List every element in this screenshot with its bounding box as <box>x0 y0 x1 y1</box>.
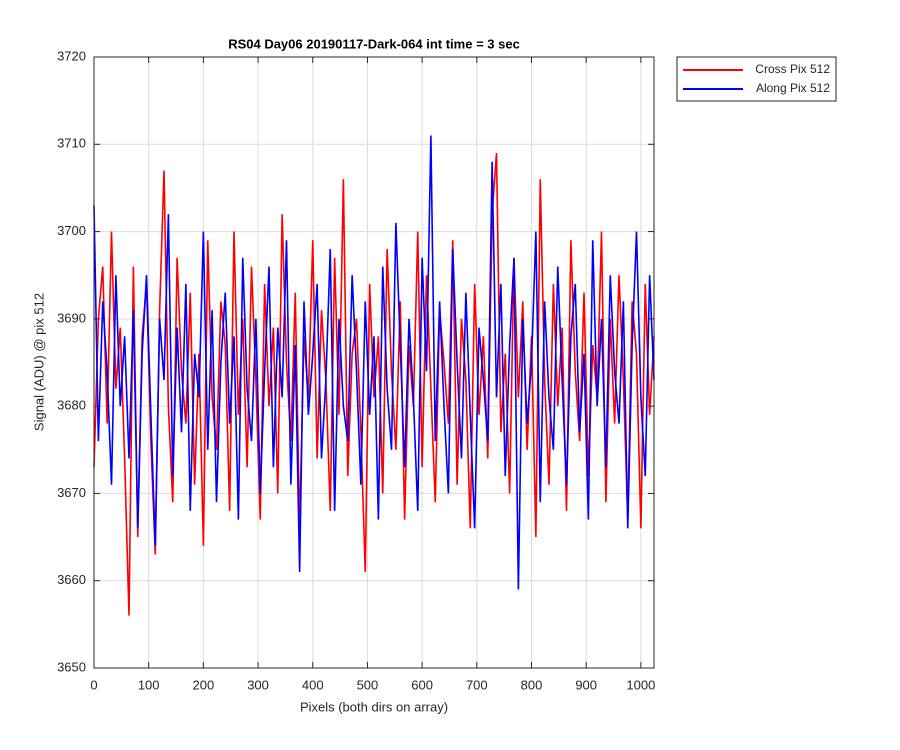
y-tick-label: 3680 <box>57 398 86 413</box>
y-tick-label: 3660 <box>57 572 86 587</box>
x-tick-label: 500 <box>357 677 379 692</box>
x-tick-label: 800 <box>521 677 543 692</box>
series-line <box>93 135 655 590</box>
x-tick-label: 400 <box>302 677 324 692</box>
legend-box <box>676 56 837 102</box>
y-tick-label: 3710 <box>57 136 86 151</box>
legend-label: Along Pix 512 <box>756 81 830 95</box>
x-axis-label: Pixels (both dirs on array) <box>300 699 448 714</box>
legend-label: Cross Pix 512 <box>755 62 830 76</box>
x-tick-label: 0 <box>90 677 97 692</box>
y-tick-label: 3720 <box>57 48 86 63</box>
x-tick-label: 100 <box>138 677 160 692</box>
x-tick-label: 1000 <box>626 677 655 692</box>
x-tick-label: 900 <box>575 677 597 692</box>
x-tick-label: 200 <box>193 677 215 692</box>
axes-box <box>93 56 655 669</box>
x-tick-label: 300 <box>247 677 269 692</box>
chart-title: RS04 Day06 20190117-Dark-064 int time = … <box>228 36 520 51</box>
y-axis-label: Signal (ADU) @ pix 512 <box>31 293 46 431</box>
y-tick-label: 3650 <box>57 659 86 674</box>
y-tick-label: 3700 <box>57 223 86 238</box>
y-tick-label: 3690 <box>57 310 86 325</box>
y-tick-label: 3670 <box>57 485 86 500</box>
x-tick-label: 600 <box>411 677 433 692</box>
x-tick-label: 700 <box>466 677 488 692</box>
